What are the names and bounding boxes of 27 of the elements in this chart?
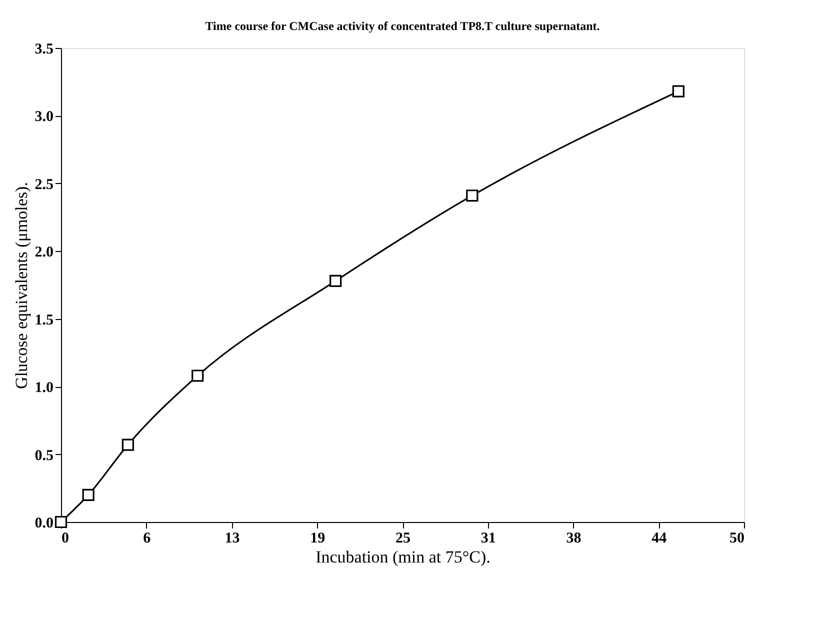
y-tick-label: 1.0 — [34, 380, 54, 396]
x-tick-label: 50 — [730, 530, 744, 546]
chart-title: Time course for CMCase activity of concentrated TP8.T culture supernatant. — [205, 19, 600, 33]
y-tick-label: 3.0 — [34, 109, 54, 126]
point — [192, 370, 204, 382]
point — [672, 85, 684, 98]
y-tick-label: 0.5 — [34, 448, 54, 464]
point — [122, 438, 134, 451]
y-tick-label: 0.0 — [34, 516, 54, 532]
x-tick-label: 44 — [652, 530, 668, 546]
y-tick-label: 3.5 — [34, 42, 54, 58]
x-tick-label: 38 — [566, 530, 582, 546]
x-tick-label: 6 — [143, 530, 152, 546]
y-tick-label: 1.5 — [34, 312, 54, 328]
x-axis-title: Incubation (min at 75°C). — [316, 548, 490, 566]
x-tick-label: 13 — [224, 530, 240, 546]
x-tick-label: 31 — [480, 530, 496, 546]
x-tick-label: 25 — [396, 530, 410, 546]
y-tick-label: 2.5 — [34, 176, 54, 193]
point — [82, 488, 94, 501]
x-tick-label: 0 — [62, 530, 69, 546]
point — [54, 516, 68, 528]
point — [466, 190, 478, 202]
x-tick-label: 19 — [310, 530, 326, 546]
point — [330, 274, 342, 287]
y-tick-label: 2.0 — [34, 244, 54, 261]
y-axis-title: Glucose equivalents (μmoles). — [12, 182, 31, 389]
